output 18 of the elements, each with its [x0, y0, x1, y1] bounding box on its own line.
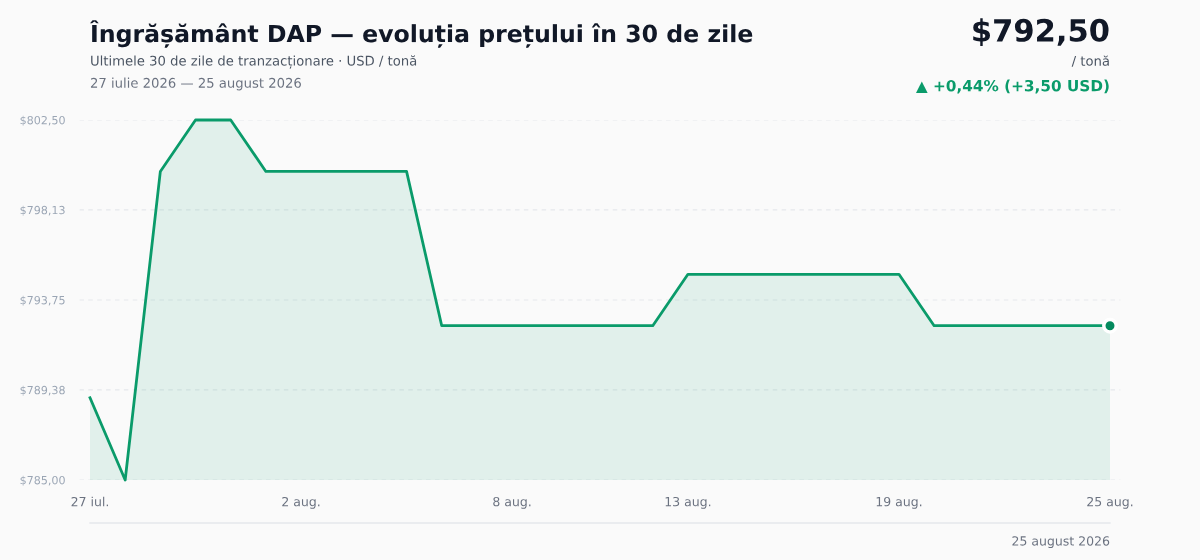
- y-tick-label: $793,75: [20, 295, 65, 306]
- y-tick-label: $802,50: [20, 115, 65, 126]
- text: 27 iulie 2026 — 25 august 2026: [90, 77, 301, 91]
- x-tick-label: 2 aug.: [282, 496, 320, 509]
- y-tick-label: $789,38: [20, 385, 65, 396]
- x-tick-label: 19 aug.: [876, 496, 922, 509]
- y-tick-label: $798,13: [20, 205, 65, 216]
- chart-title: Îngrășământ DAP — evoluția prețului în 30 de zile: [90, 20, 753, 48]
- text: ▲ +0,44% (+3,50 USD): [915, 79, 1109, 94]
- x-tick-label: 27 iul.: [71, 496, 109, 507]
- x-tick-label: 13 aug.: [665, 496, 711, 509]
- x-tick-label: 8 aug.: [493, 496, 531, 509]
- text: / tonă: [1071, 55, 1109, 67]
- text: 25 august 2026: [1012, 536, 1110, 549]
- chart-subtitle: Ultimele 30 de zile de tranzacționare · USD / tonă: [91, 55, 417, 69]
- y-tick-label: $785,00: [20, 475, 65, 486]
- text: $792,50: [973, 18, 1109, 46]
- x-tick-label: 25 aug.: [1087, 496, 1133, 509]
